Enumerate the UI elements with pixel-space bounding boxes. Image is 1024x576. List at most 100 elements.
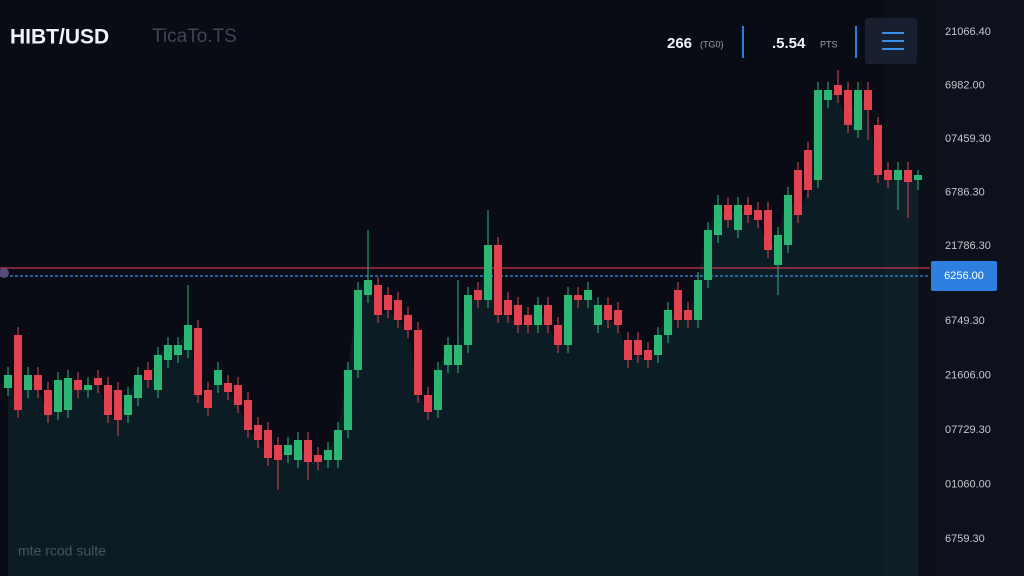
candle-body: [14, 335, 22, 410]
candle-body: [114, 390, 122, 420]
candle-body: [704, 230, 712, 280]
candle-body: [874, 125, 882, 175]
price-axis: 21066.40 6982.00 07459.30 6786.30 21786.30 67…: [945, 26, 991, 545]
candle-body: [144, 370, 152, 380]
candle-body: [834, 85, 842, 95]
candle-body: [494, 245, 502, 315]
candle-body: [814, 90, 822, 180]
price-label: 01060.00: [945, 478, 991, 490]
candle-body: [724, 205, 732, 220]
candle-body: [254, 425, 262, 440]
price-label: 07459.30: [945, 133, 991, 145]
candle-body: [914, 175, 922, 180]
candle-body: [314, 455, 322, 462]
area: [8, 90, 918, 576]
candle-body: [154, 355, 162, 390]
candle-body: [644, 350, 652, 360]
candle-body: [904, 170, 912, 182]
candle-body: [544, 305, 552, 325]
candle-body: [754, 210, 762, 220]
candle-body: [794, 170, 802, 215]
candle-body: [384, 295, 392, 310]
candle-body: [334, 430, 342, 460]
candle-body: [4, 375, 12, 388]
candle-body: [664, 310, 672, 335]
candle-body: [74, 380, 82, 390]
candle-body: [604, 305, 612, 320]
candle-body: [764, 210, 772, 250]
candle-body: [414, 330, 422, 395]
candle-body: [864, 90, 872, 110]
candle-body: [844, 90, 852, 125]
price-label: 21786.30: [945, 240, 991, 252]
footer-text: mte rcod sulte: [18, 543, 106, 559]
candle-body: [684, 310, 692, 320]
plot: [0, 70, 930, 576]
candle-body: [344, 370, 352, 430]
candle-body: [574, 295, 582, 300]
candle-body: [64, 378, 72, 410]
candle-body: [584, 290, 592, 300]
price-label: 21066.40: [945, 26, 991, 38]
candle-body: [54, 380, 62, 412]
candle-body: [454, 345, 462, 365]
candle-body: [124, 395, 132, 415]
price-label: 6982.00: [945, 79, 985, 91]
candle-body: [294, 440, 302, 460]
current-price-box: [931, 261, 997, 291]
candle-body: [474, 290, 482, 300]
candle-body: [444, 345, 452, 365]
stat-unit: (TG0): [700, 39, 724, 49]
candle-body: [204, 390, 212, 408]
candle-body: [614, 310, 622, 325]
candle-body: [484, 245, 492, 300]
candle-body: [804, 150, 812, 190]
candle-body: [534, 305, 542, 325]
candle-body: [504, 300, 512, 315]
price-label: 07729.30: [945, 424, 991, 436]
candle-body: [404, 315, 412, 330]
candle-body: [134, 375, 142, 398]
candle-body: [394, 300, 402, 320]
candle-body: [514, 305, 522, 325]
menu-button[interactable]: [865, 18, 917, 64]
candle-body: [634, 340, 642, 355]
line-handle: [0, 268, 9, 278]
candle-body: [34, 375, 42, 390]
candle-body: [324, 450, 332, 460]
price-label: 6759.30: [945, 533, 985, 545]
candle-body: [774, 235, 782, 265]
right-shade: [885, 0, 935, 576]
candle-body: [24, 375, 32, 390]
current-price: 6256.00: [944, 270, 984, 282]
candle-body: [164, 345, 172, 360]
candle-body: [784, 195, 792, 245]
candle-body: [44, 390, 52, 415]
stat-value: 266: [667, 35, 692, 52]
candle-body: [214, 370, 222, 385]
price-label: 6749.30: [945, 315, 985, 327]
candle-body: [884, 170, 892, 180]
candle-body: [94, 378, 102, 385]
stat-unit: PTS: [820, 39, 838, 49]
candle-body: [424, 395, 432, 412]
candle-body: [694, 280, 702, 320]
source: TicaTo.TS: [152, 26, 237, 47]
candle-body: [174, 345, 182, 355]
candle-body: [354, 290, 362, 370]
candle-body: [184, 325, 192, 350]
symbol: HIBT/USD: [10, 26, 109, 49]
candle-body: [714, 205, 722, 235]
candle-body: [464, 295, 472, 345]
candle-body: [244, 400, 252, 430]
candle-body: [234, 385, 242, 405]
candle-body: [594, 305, 602, 325]
candle-body: [654, 335, 662, 355]
candle-body: [264, 430, 272, 458]
candle-body: [104, 385, 112, 415]
stat-value: .5.54: [772, 35, 806, 52]
candle-body: [624, 340, 632, 360]
price-label: 21606.00: [945, 369, 991, 381]
